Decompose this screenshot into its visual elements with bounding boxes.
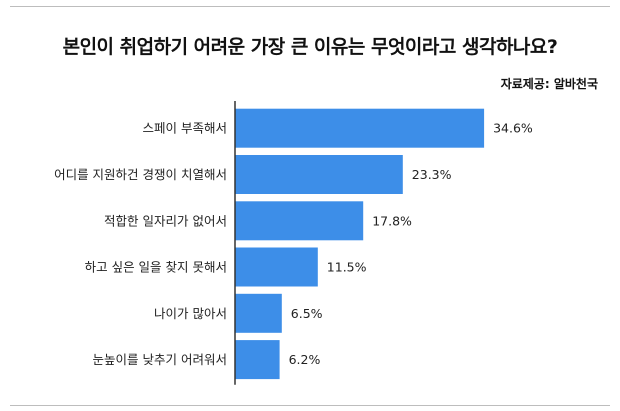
bar-4: [235, 247, 318, 287]
value-label-1: 34.6%: [493, 121, 533, 136]
top-divider: [10, 6, 610, 7]
bar-3: [235, 201, 364, 241]
value-label-5: 6.5%: [291, 306, 323, 321]
value-label-3: 17.8%: [372, 213, 412, 228]
category-label-2: 어디를 지원하건 경쟁이 치열해서: [54, 167, 227, 182]
category-label-6: 눈높이를 낮추기 어려워서: [93, 352, 227, 367]
bar-1: [235, 108, 485, 148]
bottom-divider: [10, 405, 610, 406]
bar-6: [235, 340, 280, 380]
value-label-6: 6.2%: [289, 352, 321, 367]
chart-title: 본인이 취업하기 어려운 가장 큰 이유는 무엇이라고 생각하나요?: [62, 36, 558, 58]
value-label-4: 11.5%: [327, 260, 367, 275]
bar-5: [235, 293, 282, 333]
source-credit: 자료제공: 알바천국: [500, 77, 598, 91]
category-label-3: 적합한 일자리가 없어서: [104, 213, 227, 228]
bar-2: [235, 155, 403, 194]
value-label-2: 23.3%: [412, 167, 452, 182]
category-label-1: 스페이 부족해서: [143, 121, 227, 136]
category-label-5: 나이가 많아서: [154, 306, 227, 321]
category-label-4: 하고 싶은 일을 찾지 못해서: [85, 260, 227, 275]
